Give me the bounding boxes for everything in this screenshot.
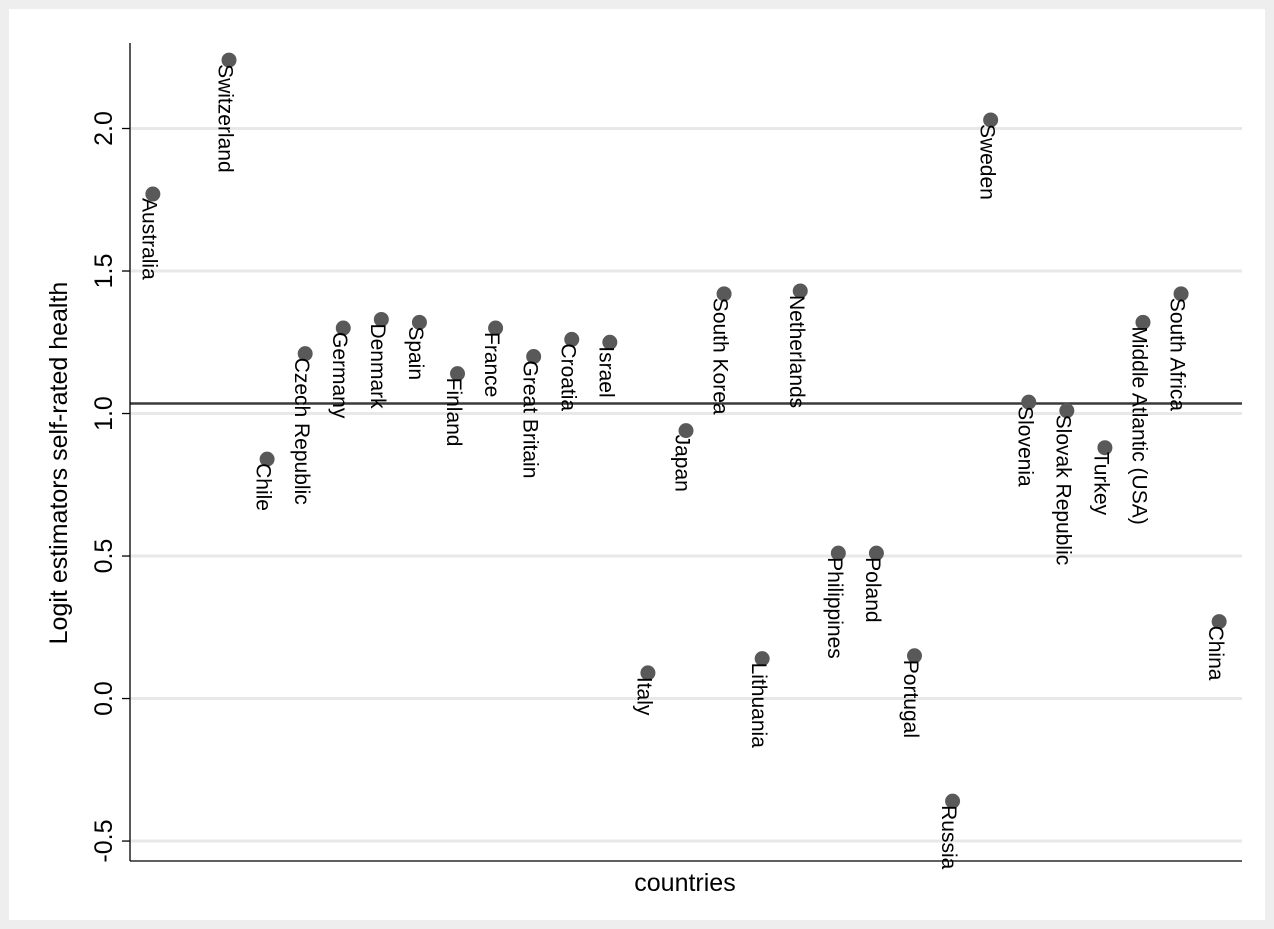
data-point bbox=[373, 311, 389, 327]
data-point bbox=[754, 651, 770, 667]
point-label: Sweden bbox=[975, 124, 998, 200]
point-label: China bbox=[1204, 626, 1227, 681]
scatter-chart: -0.5 0.0 0.5 1.0 1.5 2.0 Australia Switzerland… bbox=[45, 43, 1242, 897]
point-label: Spain bbox=[404, 326, 427, 380]
point-label: Finland bbox=[442, 378, 465, 447]
data-point bbox=[488, 320, 504, 336]
y-axis-label: Logit estimators self-rated health bbox=[45, 282, 73, 645]
point-label: Japan bbox=[671, 435, 694, 492]
data-point bbox=[906, 648, 922, 664]
data-point bbox=[830, 545, 846, 561]
data-point bbox=[868, 545, 884, 561]
grid-lines bbox=[131, 127, 1242, 843]
data-point bbox=[259, 451, 275, 467]
y-tick-label: 1.0 bbox=[90, 396, 118, 431]
point-label: Chile bbox=[252, 463, 275, 511]
data-point bbox=[602, 334, 618, 350]
point-label: Netherlands bbox=[785, 295, 808, 408]
point-label: Denmark bbox=[366, 323, 389, 409]
data-point bbox=[221, 52, 237, 68]
point-label: Middle Atlantic (USA) bbox=[1128, 326, 1151, 524]
y-tick-label: -0.5 bbox=[90, 820, 118, 863]
x-axis-label: countries bbox=[634, 869, 735, 897]
data-point bbox=[716, 286, 732, 302]
data-point bbox=[640, 665, 656, 681]
data-point bbox=[335, 320, 351, 336]
point-label: Slovenia bbox=[1013, 406, 1036, 487]
point-label: Lithuania bbox=[747, 663, 770, 749]
data-point bbox=[1135, 314, 1151, 330]
data-point bbox=[1059, 403, 1075, 419]
point-label: Portugal bbox=[899, 660, 922, 738]
data-point bbox=[564, 331, 580, 347]
y-tick-label: 2.0 bbox=[90, 111, 118, 146]
chart-frame: -0.5 0.0 0.5 1.0 1.5 2.0 Australia Switzerland… bbox=[9, 9, 1265, 920]
point-label: Germany bbox=[328, 332, 351, 419]
point-label: Italy bbox=[633, 677, 656, 716]
y-tick-label: 0.5 bbox=[90, 539, 118, 574]
data-point bbox=[945, 793, 961, 809]
point-label: Great Britain bbox=[518, 361, 541, 479]
data-point bbox=[411, 314, 427, 330]
data-point bbox=[450, 366, 466, 382]
point-label: Switzerland bbox=[214, 64, 237, 173]
data-point bbox=[1097, 440, 1113, 456]
data-point bbox=[983, 112, 999, 128]
point-label: South Korea bbox=[709, 298, 732, 415]
point-label: Australia bbox=[137, 198, 160, 280]
y-tick-label: 0.0 bbox=[90, 681, 118, 716]
data-point bbox=[526, 349, 542, 365]
point-label: Turkey bbox=[1089, 452, 1112, 516]
data-point bbox=[1173, 286, 1189, 302]
data-point bbox=[678, 423, 694, 439]
point-label: Israel bbox=[594, 346, 617, 397]
point-label: Czech Republic bbox=[290, 358, 313, 505]
data-point bbox=[297, 346, 313, 362]
data-point bbox=[792, 283, 808, 299]
point-label: France bbox=[480, 332, 503, 397]
y-tick-label: 1.5 bbox=[90, 254, 118, 289]
point-label: Poland bbox=[861, 557, 884, 622]
point-label: Slovak Republic bbox=[1051, 415, 1074, 566]
data-point bbox=[145, 186, 161, 202]
data-point bbox=[1211, 614, 1227, 630]
data-point bbox=[1021, 394, 1037, 410]
point-label: Philippines bbox=[823, 557, 846, 659]
point-label: Russia bbox=[937, 805, 960, 870]
data-points: Australia Switzerland Chile Czech Republic G… bbox=[137, 52, 1227, 870]
y-axis-ticks: -0.5 0.0 0.5 1.0 1.5 2.0 bbox=[90, 111, 130, 863]
point-label: South Africa bbox=[1166, 298, 1189, 412]
point-label: Croatia bbox=[556, 343, 579, 411]
